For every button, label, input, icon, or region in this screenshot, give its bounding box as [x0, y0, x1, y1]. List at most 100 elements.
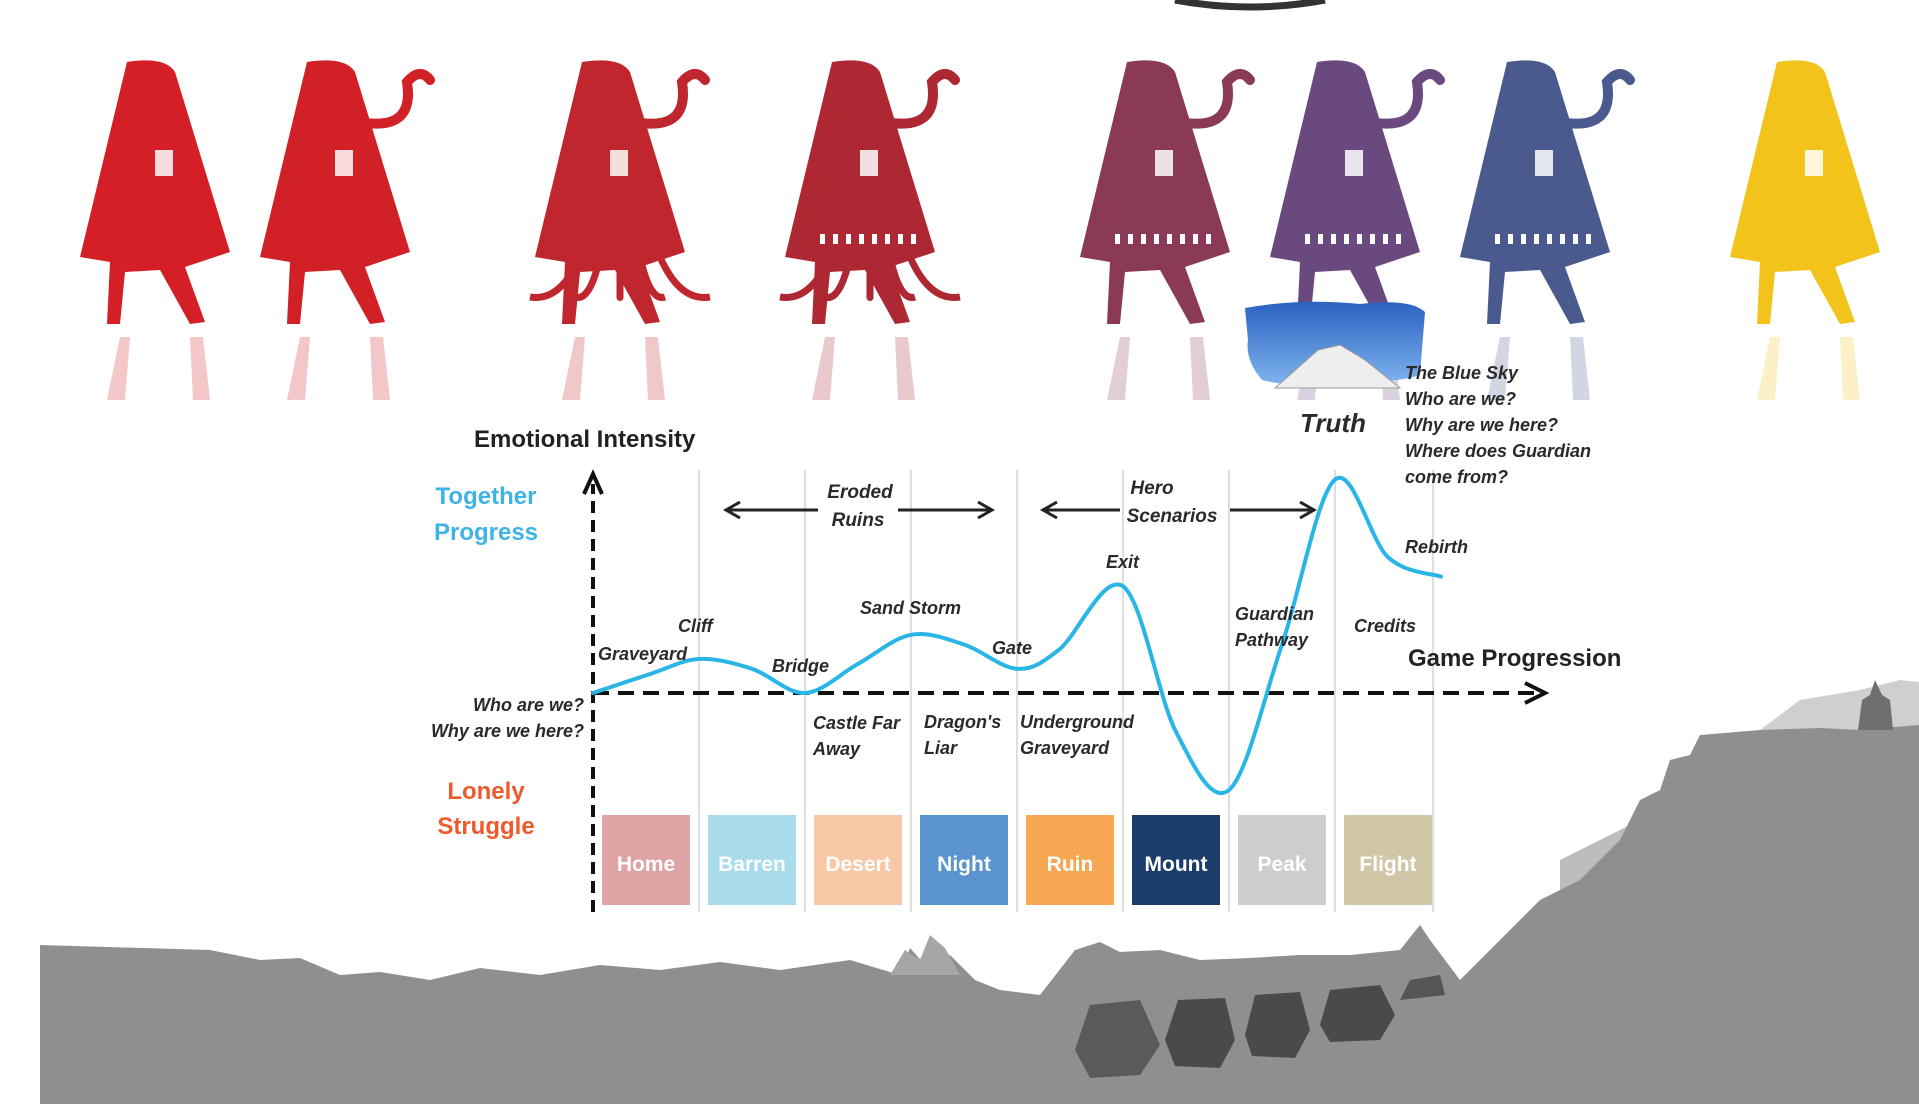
- x-axis-title: Game Progression: [1408, 645, 1621, 672]
- curve-point-6: [909, 633, 913, 637]
- blue-sky-line-1: The Blue Sky: [1405, 363, 1519, 383]
- hero-scenarios-range: Hero Scenarios: [1039, 478, 1318, 527]
- robe-pattern: [898, 234, 903, 244]
- robe-pattern: [1154, 234, 1159, 244]
- range-label-eroded: Eroded: [827, 482, 893, 503]
- eroded-ruins-range: Eroded Ruins: [722, 482, 996, 531]
- curve-point-1: [649, 672, 653, 676]
- label-pathway: Pathway: [1235, 630, 1309, 650]
- figure-6: [1270, 60, 1445, 400]
- curve-point-5: [856, 662, 860, 666]
- robe-pattern: [1383, 234, 1388, 244]
- robe-pattern: [1193, 234, 1198, 244]
- curve-point-9: [1057, 647, 1061, 651]
- curve-point-14: [1333, 478, 1337, 482]
- robe-pattern: [1573, 234, 1578, 244]
- label-liar: Liar: [924, 738, 958, 758]
- lonely-label-line-1: Lonely: [447, 778, 525, 805]
- robe-pattern: [1370, 234, 1375, 244]
- curve-point-10: [1121, 584, 1125, 588]
- curve-point-7: [962, 643, 966, 647]
- zone-flight: Flight: [1344, 815, 1432, 905]
- robe-pattern: [846, 234, 851, 244]
- glyph-mark: [1535, 150, 1553, 176]
- raised-arm: [880, 69, 960, 129]
- range-label-ruins: Ruins: [832, 510, 885, 531]
- curve-point-12: [1227, 788, 1231, 792]
- zone-label: Night: [937, 853, 991, 876]
- robe-pattern: [1357, 234, 1362, 244]
- zone-peak: Peak: [1238, 815, 1326, 905]
- glyph-mark: [335, 150, 353, 176]
- robe-pattern: [1495, 234, 1500, 244]
- glyph-mark: [1805, 150, 1823, 176]
- curve-point-3: [750, 667, 754, 671]
- x-axis: [593, 681, 1550, 705]
- reflection: [1757, 337, 1860, 400]
- castle-silhouette: [1858, 680, 1893, 730]
- zone-home: Home: [602, 815, 690, 905]
- together-label-line-1: Together: [436, 483, 537, 510]
- robe: [260, 60, 410, 324]
- figure-4: [779, 60, 961, 400]
- blue-sky-line-3: Why are we here?: [1405, 415, 1558, 435]
- raised-arm: [355, 69, 435, 129]
- label-graveyard: Graveyard: [598, 644, 688, 664]
- zone-mount: Mount: [1132, 815, 1220, 905]
- scarf-strand: [906, 255, 961, 301]
- start-question-line-2: Why are we here?: [431, 721, 584, 741]
- landscape-silhouette: [40, 680, 1919, 1104]
- robe: [535, 60, 685, 324]
- top-arc-decoration: [1174, 0, 1326, 11]
- label-castle-far: Castle Far: [813, 713, 901, 733]
- label-rebirth: Rebirth: [1405, 537, 1468, 557]
- zone-box: [1026, 815, 1114, 905]
- scarf-strand: [656, 255, 711, 301]
- scarf-strand: [636, 256, 667, 301]
- robe: [785, 60, 935, 324]
- scarf-strand: [573, 256, 604, 301]
- zone-box: [1132, 815, 1220, 905]
- curve-point-4: [803, 691, 807, 695]
- zone-boxes: Home Barren Desert Night Ruin Mount Peak Flight: [602, 815, 1432, 905]
- label-graveyard-2: Graveyard: [1020, 738, 1110, 758]
- reflection: [812, 337, 915, 400]
- robe-pattern: [1508, 234, 1513, 244]
- robe: [80, 60, 230, 324]
- robe-pattern: [820, 234, 825, 244]
- zone-barren: Barren: [708, 815, 796, 905]
- robe: [1080, 60, 1230, 324]
- curve-point-11: [1174, 730, 1178, 734]
- figure-8: [1730, 60, 1880, 400]
- scarf-strand: [823, 256, 854, 301]
- range-label-hero: Hero: [1130, 478, 1173, 499]
- figure-5: [1080, 60, 1255, 400]
- glyph-mark: [1155, 150, 1173, 176]
- zone-desert: Desert: [814, 815, 902, 905]
- robe-pattern: [872, 234, 877, 244]
- robe-pattern: [1560, 234, 1565, 244]
- zone-label: Mount: [1145, 853, 1208, 876]
- curve-point-16: [1439, 575, 1443, 579]
- reflection: [1487, 337, 1590, 400]
- reflection: [287, 337, 390, 400]
- robe-pattern: [859, 234, 864, 244]
- y-axis-title: Emotional Intensity: [474, 426, 696, 453]
- blue-sky-line-5: come from?: [1405, 467, 1508, 487]
- label-cliff: Cliff: [678, 616, 715, 636]
- y-axis: [582, 469, 604, 912]
- robe-pattern: [1167, 234, 1172, 244]
- robe-pattern: [1128, 234, 1133, 244]
- figure-7: [1460, 60, 1635, 400]
- start-question-line-1: Who are we?: [473, 695, 584, 715]
- zone-box: [1344, 815, 1432, 905]
- emotion-curve: [591, 475, 1443, 795]
- raised-arm: [1365, 69, 1445, 129]
- label-truth: Truth: [1300, 408, 1366, 438]
- label-gate: Gate: [992, 638, 1032, 658]
- zone-box: [1238, 815, 1326, 905]
- curve-point-0: [591, 691, 595, 695]
- figures-row: [80, 60, 1880, 400]
- zone-box: [602, 815, 690, 905]
